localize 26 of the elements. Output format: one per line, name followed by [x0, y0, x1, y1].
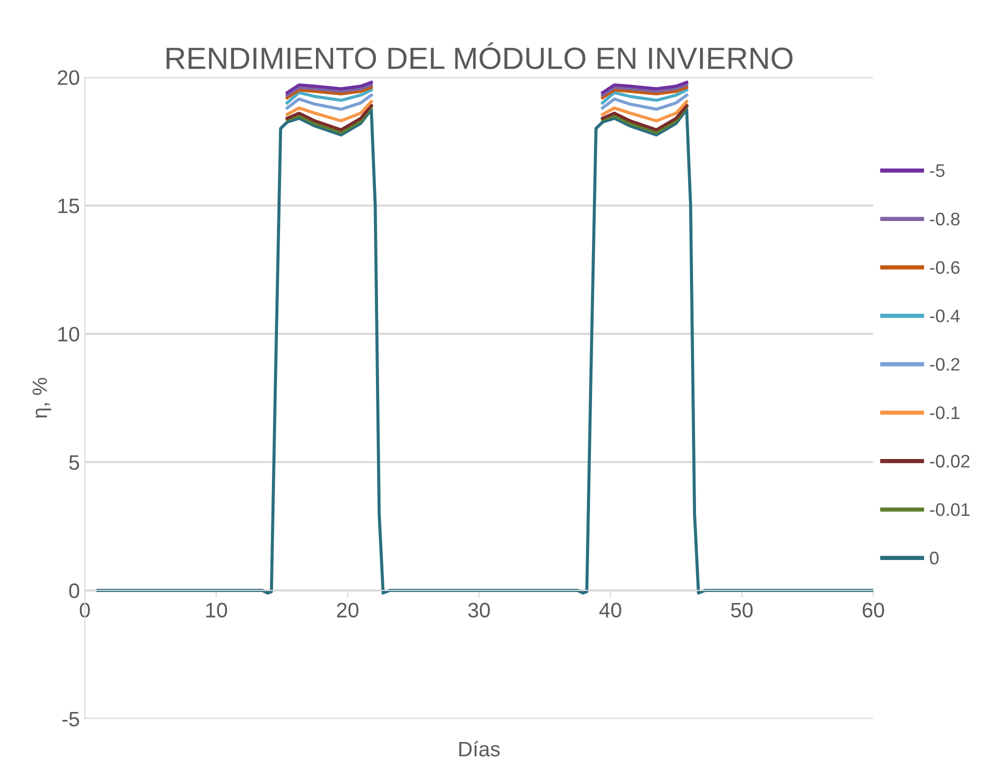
- legend-label: 0: [930, 552, 939, 564]
- x-tick-label: 10: [206, 602, 228, 618]
- y-tick-label: 0: [69, 583, 80, 598]
- legend-label: -0.2: [930, 358, 960, 371]
- legend-label: -0.02: [930, 454, 970, 468]
- line-series: [96, 108, 874, 595]
- legend-label: -0.4: [930, 310, 960, 322]
- legend-label: -0.01: [930, 503, 970, 516]
- legend-label: -0.1: [930, 406, 960, 420]
- y-tick-label: 20: [58, 70, 80, 85]
- x-tick-label: 60: [862, 602, 884, 618]
- x-tick-label: 0: [80, 602, 90, 618]
- x-tick-label: 50: [731, 602, 753, 618]
- legend-label: -0.6: [930, 261, 960, 274]
- y-tick-label: -5: [62, 712, 80, 726]
- legend-label: -0.8: [930, 212, 960, 226]
- y-tick-label: 15: [58, 198, 80, 214]
- x-axis-title: Días: [459, 740, 500, 756]
- chart-title: RENDIMIENTO DEL MÓDULO EN INVIERNO: [166, 42, 793, 70]
- x-tick-label: 40: [599, 602, 622, 618]
- y-tick-label: 5: [69, 455, 80, 470]
- x-tick-label: 30: [468, 602, 490, 618]
- x-tick-label: 20: [337, 602, 358, 618]
- y-axis-title: η, %: [32, 378, 52, 418]
- legend-label: -5: [930, 164, 945, 178]
- y-tick-label: 10: [58, 326, 80, 342]
